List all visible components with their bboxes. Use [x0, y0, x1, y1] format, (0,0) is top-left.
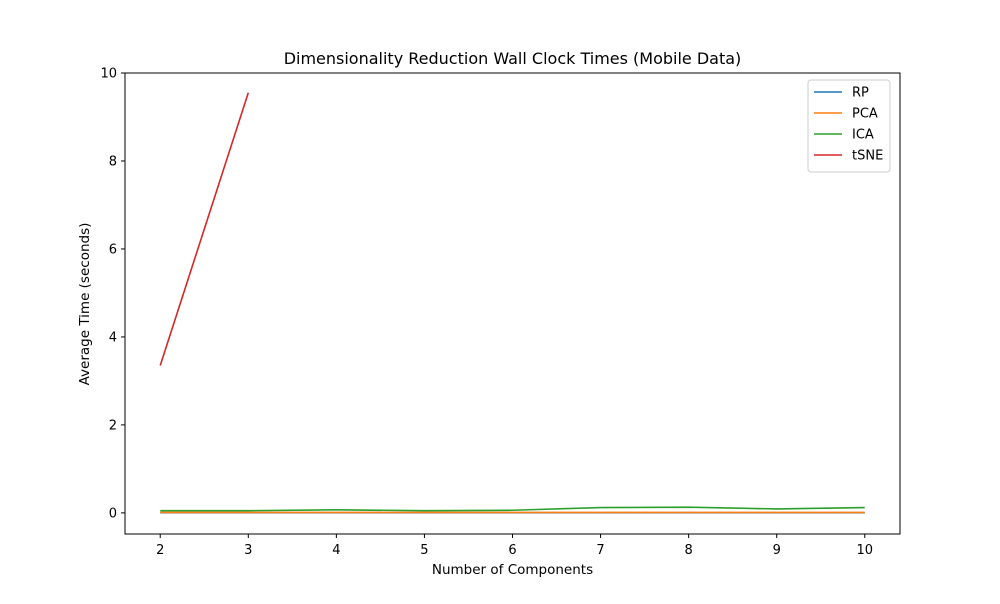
legend-label-rp: RP	[852, 86, 869, 101]
x-tick-label: 7	[596, 543, 604, 558]
x-tick-label: 4	[332, 543, 340, 558]
y-tick-label: 10	[100, 67, 117, 82]
series-line-tsne	[159, 92, 250, 366]
plot-area	[159, 92, 865, 514]
y-tick-label: 0	[109, 506, 117, 521]
legend: RP PCA ICA tSNE	[807, 79, 891, 173]
y-tick-label: 8	[109, 154, 117, 169]
legend-label-tsne: tSNE	[852, 149, 883, 164]
legend-label-pca: PCA	[852, 107, 878, 122]
x-tick-label: 10	[856, 543, 873, 558]
x-tick-label: 3	[244, 543, 252, 558]
y-tick-label: 4	[109, 330, 117, 345]
x-tick-label: 2	[156, 543, 164, 558]
y-tick-label: 2	[109, 418, 117, 433]
x-tick-label: 6	[508, 543, 516, 558]
x-tick-label: 5	[420, 543, 428, 558]
y-axis-label: Average Time (seconds)	[77, 223, 93, 386]
axes: 2 3 4 5 6 7 8 9 10 0 2 4 6 8 10	[100, 67, 901, 558]
x-tick-label: 9	[773, 543, 781, 558]
axes-frame	[124, 72, 901, 535]
y-tick-label: 6	[109, 242, 117, 257]
legend-box	[807, 79, 891, 173]
chart-title: Dimensionality Reduction Wall Clock Time…	[284, 49, 742, 68]
legend-label-ica: ICA	[852, 128, 874, 143]
series-line-ica	[160, 506, 865, 512]
x-axis-label: Number of Components	[432, 562, 593, 578]
x-tick-label: 8	[684, 543, 692, 558]
